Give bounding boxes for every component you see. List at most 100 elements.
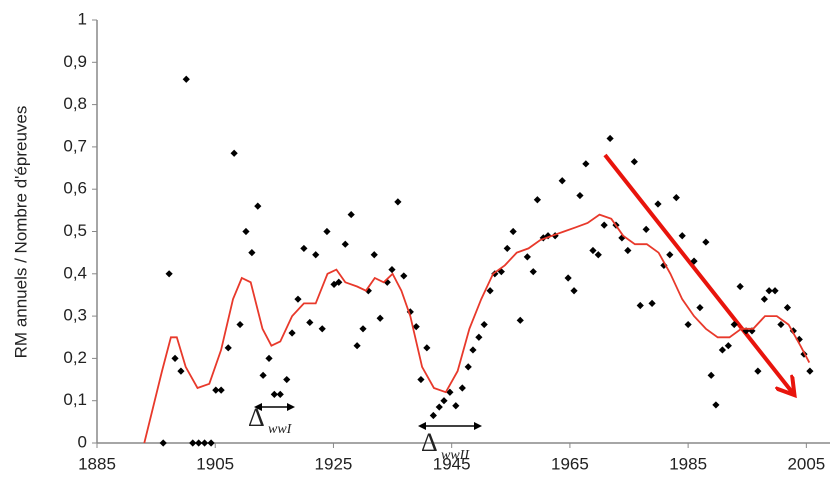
data-point <box>254 202 262 210</box>
data-point <box>236 320 244 329</box>
data-point <box>359 325 367 333</box>
data-point <box>480 320 488 329</box>
data-point <box>589 246 597 255</box>
data-point <box>642 225 650 233</box>
data-point <box>748 327 756 335</box>
x-tick-label: 1925 <box>315 454 353 473</box>
annotation-subscript: wwII <box>441 448 470 463</box>
data-point <box>690 257 698 265</box>
data-point <box>248 249 256 257</box>
x-tick-label: 1945 <box>433 454 471 473</box>
data-point <box>600 221 608 229</box>
data-point <box>288 329 296 337</box>
data-point <box>230 149 238 157</box>
data-point <box>475 333 483 341</box>
data-point <box>672 194 680 202</box>
annotation-subscript: wwI <box>268 422 293 437</box>
data-point <box>423 344 431 352</box>
data-point <box>212 386 220 394</box>
trend-line <box>143 213 811 444</box>
data-point <box>486 287 494 295</box>
data-point <box>516 316 524 324</box>
data-point <box>582 160 590 168</box>
data-point <box>783 304 792 312</box>
data-point <box>435 403 443 411</box>
data-point <box>795 335 803 343</box>
data-point <box>270 390 278 398</box>
data-point <box>576 191 584 200</box>
annotation-symbol: Δ <box>248 403 265 432</box>
data-point <box>353 342 361 350</box>
data-point <box>503 244 511 253</box>
data-point <box>624 246 632 255</box>
data-point <box>789 327 797 335</box>
data-point <box>630 158 638 166</box>
data-point <box>446 388 454 396</box>
data-point <box>730 320 738 329</box>
data-point <box>464 363 472 371</box>
data-point <box>684 320 692 329</box>
data-point <box>383 278 391 286</box>
data-point <box>806 367 814 375</box>
data-point <box>742 327 750 335</box>
data-point <box>417 375 425 384</box>
data-point <box>370 251 378 259</box>
data-point <box>294 295 302 303</box>
data-point <box>458 384 466 392</box>
data-point <box>777 320 785 329</box>
data-point <box>341 240 349 248</box>
data-point <box>300 244 308 253</box>
y-tick-label: 1 <box>78 9 87 28</box>
data-point <box>195 439 203 447</box>
data-point <box>765 287 773 295</box>
data-point <box>707 371 715 379</box>
data-point <box>523 253 531 261</box>
data-point <box>564 274 572 282</box>
data-point <box>429 411 437 420</box>
data-point <box>440 397 448 405</box>
data-point <box>376 314 384 322</box>
data-point <box>224 344 232 352</box>
annotation-symbol: Δ <box>421 428 438 457</box>
data-point <box>412 323 420 331</box>
data-point <box>306 318 314 327</box>
data-point <box>469 346 477 354</box>
y-tick-label: 0,1 <box>63 390 87 409</box>
data-point <box>636 301 644 310</box>
y-tick-label: 0,5 <box>63 221 87 240</box>
data-point <box>265 354 273 362</box>
data-point <box>648 299 656 308</box>
data-point <box>712 401 720 409</box>
y-tick-label: 0,9 <box>63 52 87 71</box>
data-point <box>217 386 225 394</box>
data-point <box>276 390 284 398</box>
data-point <box>529 268 537 276</box>
data-point <box>189 439 197 447</box>
y-tick-label: 0,2 <box>63 348 87 367</box>
data-point <box>388 265 396 274</box>
y-tick-label: 0,7 <box>63 136 87 155</box>
data-point <box>654 200 662 208</box>
data-point <box>606 134 614 143</box>
data-point <box>312 251 320 259</box>
x-tick-label: 2005 <box>787 454 825 473</box>
y-tick-label: 0 <box>78 432 87 451</box>
data-point <box>400 272 408 280</box>
data-point <box>318 325 326 333</box>
data-point <box>702 238 710 246</box>
data-point <box>283 375 291 384</box>
data-point <box>200 439 209 447</box>
data-point <box>509 227 517 236</box>
trend-arrow <box>603 153 792 392</box>
data-point <box>242 227 250 236</box>
data-point <box>335 278 343 286</box>
data-point <box>660 261 668 269</box>
x-tick-label: 1905 <box>196 454 234 473</box>
x-tick-label: 1965 <box>551 454 589 473</box>
data-point <box>177 367 185 375</box>
data-point <box>754 367 762 375</box>
data-point <box>165 270 173 278</box>
data-point <box>364 287 372 295</box>
y-tick-label: 0,8 <box>63 94 87 113</box>
